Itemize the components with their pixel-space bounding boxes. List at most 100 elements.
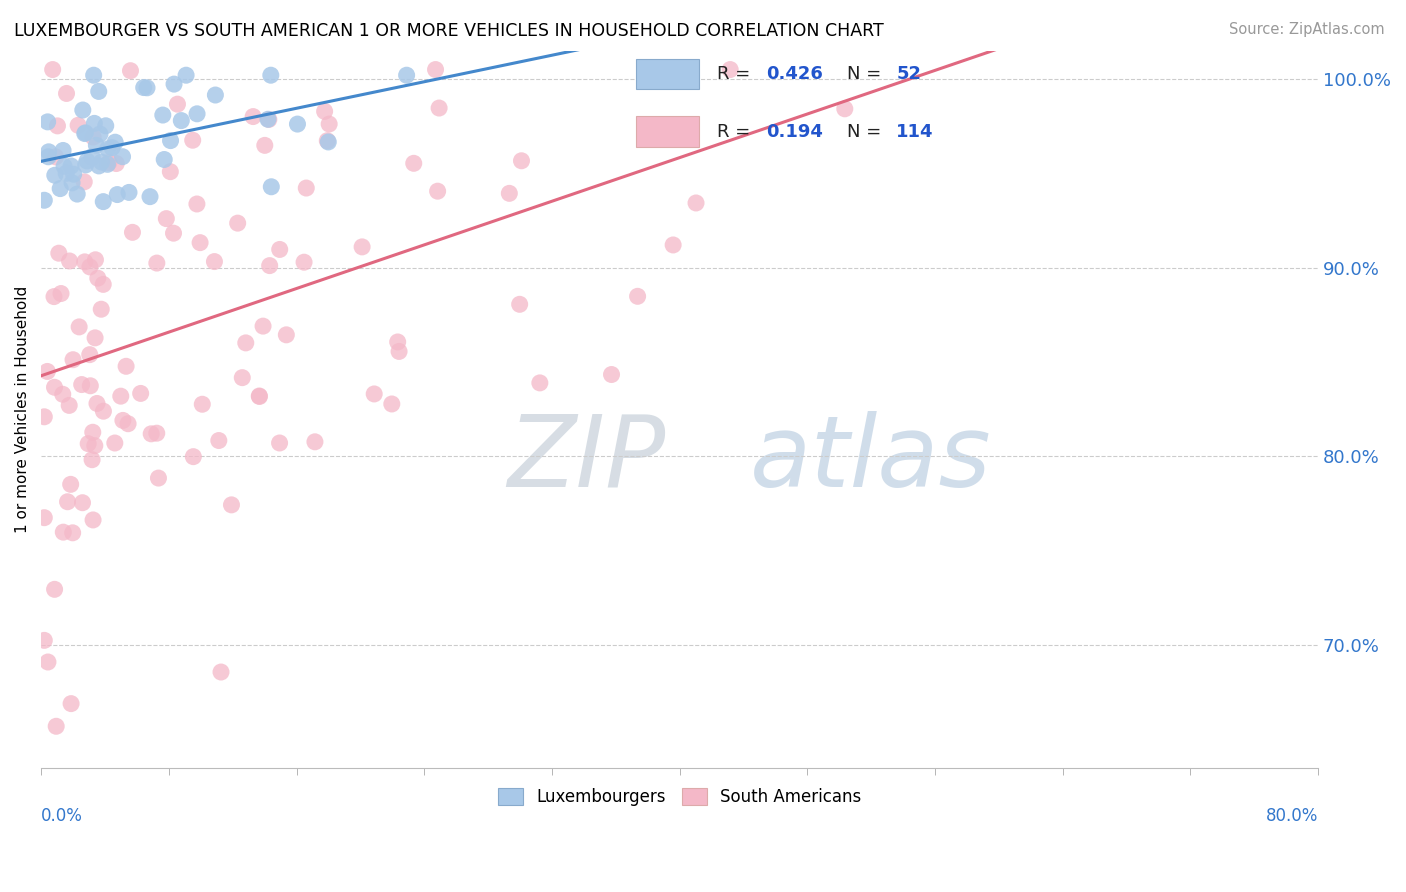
Text: 80.0%: 80.0% bbox=[1265, 807, 1319, 825]
Point bbox=[498, 186, 520, 201]
Point bbox=[84, 252, 107, 267]
Point bbox=[209, 665, 232, 679]
Point bbox=[44, 582, 66, 597]
Point bbox=[235, 335, 257, 350]
Point bbox=[676, 65, 699, 79]
Point bbox=[101, 141, 124, 155]
Point bbox=[52, 387, 75, 401]
Text: N =: N = bbox=[846, 64, 887, 83]
FancyBboxPatch shape bbox=[636, 59, 700, 88]
Point bbox=[70, 377, 93, 392]
Point bbox=[186, 197, 208, 211]
Point bbox=[257, 112, 280, 127]
Point bbox=[153, 153, 176, 167]
Point bbox=[91, 277, 114, 292]
Point bbox=[188, 235, 211, 250]
Point bbox=[44, 380, 66, 394]
Point bbox=[97, 142, 120, 156]
Point bbox=[52, 525, 75, 540]
Point bbox=[510, 153, 533, 168]
Point bbox=[41, 62, 63, 77]
Point bbox=[110, 389, 132, 403]
Point bbox=[60, 176, 83, 190]
Point bbox=[37, 364, 59, 378]
Point bbox=[387, 334, 409, 349]
Point bbox=[60, 697, 83, 711]
Point bbox=[529, 376, 551, 390]
Point bbox=[170, 113, 193, 128]
Point bbox=[252, 319, 274, 334]
Point bbox=[111, 150, 134, 164]
Point bbox=[208, 434, 231, 448]
Point bbox=[34, 510, 56, 524]
Point bbox=[59, 477, 82, 491]
Point bbox=[395, 68, 418, 82]
Point bbox=[62, 167, 84, 181]
Point bbox=[159, 164, 181, 178]
Point bbox=[45, 150, 67, 164]
Point bbox=[83, 68, 105, 82]
Point bbox=[75, 126, 97, 140]
Point bbox=[62, 525, 84, 540]
Point bbox=[52, 144, 75, 158]
Point bbox=[82, 150, 104, 164]
Point bbox=[166, 97, 188, 112]
Point bbox=[60, 159, 83, 173]
Point bbox=[226, 216, 249, 230]
Point bbox=[129, 386, 152, 401]
Point bbox=[685, 196, 707, 211]
Point bbox=[79, 260, 101, 274]
Point bbox=[287, 117, 309, 131]
Point bbox=[90, 155, 112, 169]
Text: LUXEMBOURGER VS SOUTH AMERICAN 1 OR MORE VEHICLES IN HOUSEHOLD CORRELATION CHART: LUXEMBOURGER VS SOUTH AMERICAN 1 OR MORE… bbox=[14, 22, 884, 40]
Point bbox=[427, 101, 450, 115]
Point bbox=[94, 119, 117, 133]
Point bbox=[80, 452, 103, 467]
Point bbox=[58, 254, 80, 268]
Point bbox=[120, 63, 142, 78]
Text: 0.0%: 0.0% bbox=[41, 807, 83, 825]
Point bbox=[83, 439, 105, 453]
Point bbox=[316, 135, 339, 149]
Point bbox=[163, 77, 186, 91]
Point bbox=[67, 118, 90, 132]
Point bbox=[111, 413, 134, 427]
Point bbox=[146, 256, 169, 270]
Text: ZIP: ZIP bbox=[508, 411, 665, 508]
Point bbox=[91, 194, 114, 209]
Point bbox=[105, 156, 128, 170]
Point bbox=[509, 297, 531, 311]
Point bbox=[402, 156, 425, 170]
Point bbox=[292, 255, 315, 269]
Point bbox=[316, 134, 339, 148]
Point bbox=[44, 168, 66, 182]
Text: 0.194: 0.194 bbox=[766, 122, 823, 141]
Text: R =: R = bbox=[717, 122, 756, 141]
Point bbox=[79, 378, 101, 392]
Text: 52: 52 bbox=[897, 64, 921, 83]
Point bbox=[183, 450, 205, 464]
Point bbox=[191, 397, 214, 411]
Point bbox=[76, 153, 98, 168]
Point bbox=[58, 398, 80, 412]
Point bbox=[425, 62, 447, 77]
Point bbox=[37, 655, 59, 669]
Point bbox=[73, 255, 96, 269]
Point bbox=[55, 166, 77, 180]
Point bbox=[77, 436, 100, 450]
Point bbox=[242, 110, 264, 124]
Point bbox=[49, 286, 72, 301]
Point bbox=[159, 134, 181, 148]
Point bbox=[221, 498, 243, 512]
Point bbox=[93, 404, 115, 418]
Point bbox=[132, 80, 155, 95]
Legend: Luxembourgers, South Americans: Luxembourgers, South Americans bbox=[491, 781, 869, 814]
Point bbox=[75, 158, 97, 172]
Point bbox=[249, 389, 271, 403]
Point bbox=[45, 719, 67, 733]
Point bbox=[89, 127, 111, 141]
Point bbox=[56, 494, 79, 508]
Point bbox=[304, 434, 326, 449]
Point bbox=[79, 348, 101, 362]
Point bbox=[253, 138, 276, 153]
